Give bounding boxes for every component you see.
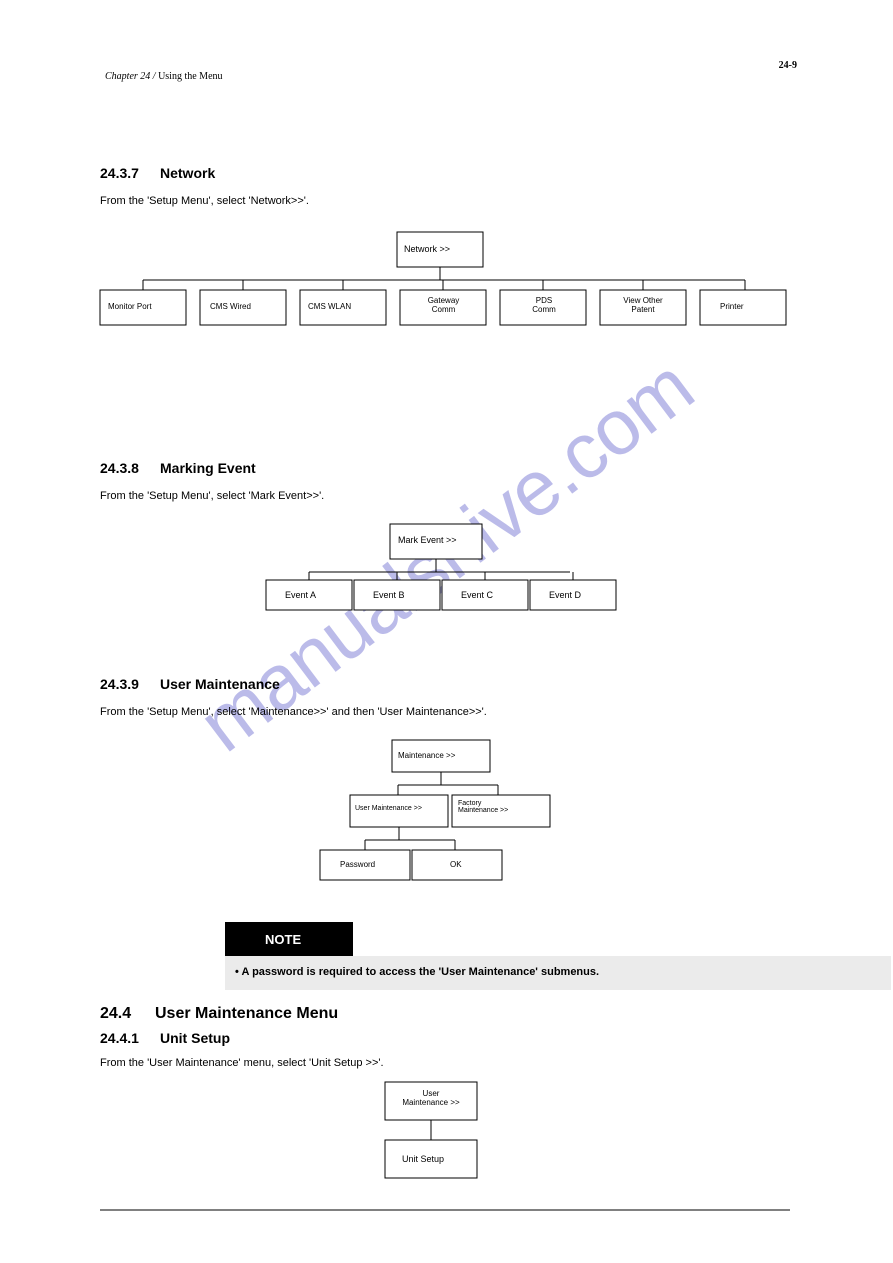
- s1-root: Network >>: [404, 244, 450, 254]
- s2-number: 24.3.8: [100, 460, 139, 476]
- s4-root: User Maintenance >>: [393, 1089, 469, 1107]
- s3-title: User Maintenance: [160, 676, 280, 692]
- s4-subtitle: Unit Setup: [160, 1030, 230, 1046]
- s2-root: Mark Event >>: [398, 535, 457, 545]
- s1-title: Network: [160, 165, 215, 181]
- diagram-layer: [0, 0, 893, 1263]
- s2-title: Marking Event: [160, 460, 256, 476]
- s1-number: 24.3.7: [100, 165, 139, 181]
- s1-c3: Gateway Comm: [411, 296, 476, 314]
- s4-body: From the 'User Maintenance' menu, select…: [100, 1057, 384, 1069]
- s4-number: 24.4: [100, 1005, 131, 1023]
- page: { "header": { "chapter": "Chapter 24 / "…: [0, 0, 893, 1263]
- s4-leaf: Unit Setup: [402, 1154, 444, 1164]
- s3-ml: User Maintenance >>: [355, 805, 422, 812]
- s1-c5: View Other Patent: [609, 296, 677, 314]
- s2-body: From the 'Setup Menu', select 'Mark Even…: [100, 490, 324, 502]
- s1-c2: CMS WLAN: [308, 302, 351, 311]
- s3-mr: Factory Maintenance >>: [458, 800, 508, 814]
- note-body: • A password is required to access the '…: [235, 966, 599, 978]
- s3-body: From the 'Setup Menu', select 'Maintenan…: [100, 706, 487, 718]
- note-bar: [225, 922, 891, 990]
- note-label: NOTE: [265, 932, 301, 947]
- s2-c3: Event D: [549, 590, 581, 600]
- s1-c0: Monitor Port: [108, 302, 152, 311]
- s1-c4: PDS Comm: [520, 296, 568, 314]
- s2-c1: Event B: [373, 590, 405, 600]
- header-chapter: Chapter 24 / Using the Menu: [100, 60, 223, 82]
- s1-c1: CMS Wired: [210, 302, 251, 311]
- s3-ll: Password: [340, 860, 375, 869]
- s4-title: User Maintenance Menu: [155, 1005, 338, 1023]
- s4-subnum: 24.4.1: [100, 1030, 139, 1046]
- s2-c0: Event A: [285, 590, 316, 600]
- s3-number: 24.3.9: [100, 676, 139, 692]
- s1-c6: Printer: [720, 302, 744, 311]
- s3-lr: OK: [450, 860, 462, 869]
- s1-body: From the 'Setup Menu', select 'Network>>…: [100, 195, 309, 207]
- header-page: 24-9: [779, 60, 797, 71]
- s2-c2: Event C: [461, 590, 493, 600]
- s3-root: Maintenance >>: [398, 751, 455, 760]
